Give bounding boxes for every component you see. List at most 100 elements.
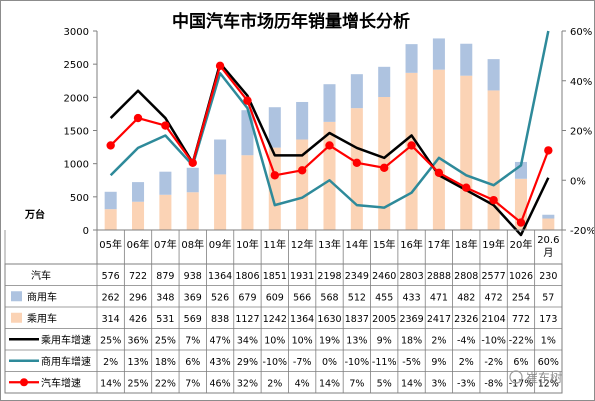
- series-point: [106, 141, 115, 150]
- table-cell: 18%: [401, 335, 422, 346]
- table-cell: 348: [156, 292, 174, 303]
- y2-tick-label: 0%: [570, 176, 586, 187]
- series-point: [462, 183, 471, 192]
- y-axis-unit: 万台: [24, 208, 45, 221]
- table-cell: 2577: [482, 271, 506, 282]
- table-cell: 32%: [237, 378, 258, 389]
- table-cell: 1026: [509, 271, 533, 282]
- x-tick-label: 16年: [400, 238, 423, 251]
- legend-label: 乘用车增速: [41, 333, 91, 346]
- x-tick-label: 11年: [263, 238, 286, 251]
- table-cell: 12%: [538, 378, 559, 389]
- series-line: [109, 30, 550, 209]
- table-cell: 1806: [235, 271, 259, 282]
- x-tick-label: 13年: [318, 238, 341, 251]
- bar-passenger: [104, 209, 117, 230]
- bar-passenger: [378, 97, 391, 230]
- table-cell: 3%: [431, 378, 446, 389]
- table-cell: 2460: [372, 271, 396, 282]
- table-cell: 1364: [290, 314, 314, 325]
- table-cell: 1851: [263, 271, 287, 282]
- table-cell: 262: [102, 292, 120, 303]
- bar-passenger: [241, 155, 254, 230]
- legend-key: [11, 312, 22, 323]
- table-cell: 722: [129, 271, 147, 282]
- series-point: [380, 163, 389, 173]
- table-cell: 25%: [100, 335, 121, 346]
- bar-passenger: [542, 218, 555, 230]
- y2-tick-label: 60%: [570, 27, 592, 38]
- x-tick-label: 10年: [236, 238, 259, 251]
- table-cell: -2%: [484, 357, 503, 368]
- watermark-icon: [509, 370, 523, 384]
- table-cell: 60%: [538, 357, 559, 368]
- table-cell: 2808: [454, 271, 478, 282]
- table-cell: 838: [211, 314, 229, 325]
- table-cell: -11%: [372, 357, 397, 368]
- x-tick-label: 15年: [373, 238, 396, 251]
- table-cell: -8%: [484, 378, 503, 389]
- table-cell: 9%: [431, 357, 446, 368]
- table-cell: 569: [184, 314, 202, 325]
- table-cell: 526: [211, 292, 229, 303]
- table-cell: 512: [348, 292, 366, 303]
- table-cell: -3%: [457, 378, 476, 389]
- bar-passenger: [159, 194, 172, 230]
- table-cell: 471: [430, 292, 448, 303]
- chart-title: 中国汽车市场历年销量增长分析: [172, 11, 410, 32]
- table-cell: 1931: [290, 271, 314, 282]
- table-cell: -10%: [263, 357, 288, 368]
- bar-passenger: [214, 174, 227, 230]
- table-cell: 2104: [482, 314, 506, 325]
- table-cell: 2%: [267, 378, 282, 389]
- bar-commercial: [241, 110, 254, 156]
- table-cell: 4%: [295, 378, 310, 389]
- series-point: [516, 218, 526, 227]
- series-line: [109, 62, 550, 237]
- x-tick-label: 17年: [428, 238, 451, 251]
- table-cell: -7%: [293, 357, 312, 368]
- table-cell: 531: [156, 314, 174, 325]
- bar-passenger: [323, 121, 336, 230]
- table-cell: 2417: [427, 314, 451, 325]
- table-cell: -17%: [509, 378, 534, 389]
- table-cell: 609: [266, 292, 284, 303]
- table-cell: 2005: [372, 314, 396, 325]
- bar-commercial: [104, 191, 117, 210]
- x-tick-label: 19年: [482, 238, 505, 251]
- legend-key-marker: [20, 378, 28, 387]
- series-point: [270, 171, 279, 180]
- table-cell: 22%: [155, 378, 176, 389]
- y-tick-label: 500: [70, 193, 89, 204]
- table-cell: 46%: [210, 378, 231, 389]
- table-cell: 2803: [399, 271, 423, 282]
- table-cell: 938: [184, 271, 202, 282]
- bar-commercial: [186, 167, 199, 193]
- table-cell: 2%: [431, 335, 446, 346]
- series-point: [325, 141, 334, 150]
- bar-passenger: [432, 69, 445, 230]
- table-cell: 6%: [513, 357, 528, 368]
- watermark: 崔东树: [509, 370, 562, 385]
- bar-commercial: [432, 38, 445, 70]
- x-tick-label: 05年: [99, 238, 122, 251]
- table-cell: 568: [320, 292, 338, 303]
- legend-label: 汽车: [31, 269, 51, 282]
- table-cell: 254: [512, 292, 530, 303]
- x-tick-label: 14年: [345, 238, 368, 251]
- bar-commercial: [132, 182, 145, 202]
- data-table: 汽车 576 722 879 938 1364 1806 1851 1931 2198 2349 24…: [4, 230, 563, 394]
- table-cell: 1127: [235, 314, 259, 325]
- legend-label: 乘用车: [27, 312, 57, 325]
- y-tick-label: 1500: [64, 127, 89, 138]
- table-cell: 29%: [237, 357, 258, 368]
- series-point: [352, 158, 362, 168]
- table-cell: 9%: [377, 335, 392, 346]
- table-cell: 18%: [155, 357, 176, 368]
- table-cell: 5%: [377, 378, 392, 389]
- x-tick-label: 07年: [154, 238, 177, 251]
- x-tick-label: 18年: [455, 238, 478, 251]
- x-tick-label: 09年: [209, 238, 232, 251]
